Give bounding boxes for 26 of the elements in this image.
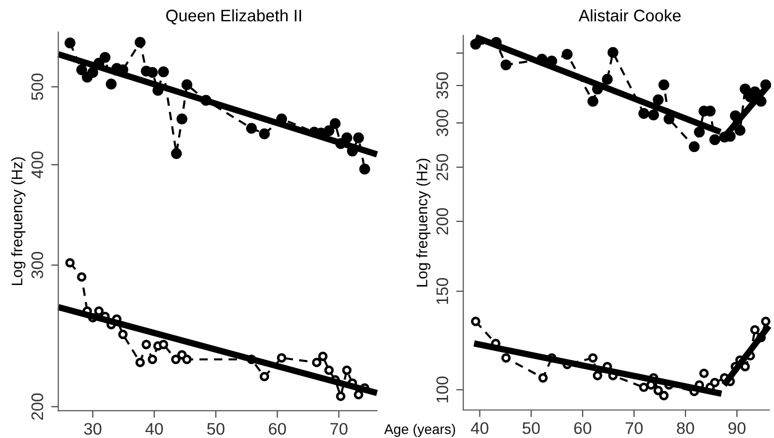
x-axis-title: Age (years) (384, 424, 456, 437)
y-axis-title: Log frequency (Hz) (416, 158, 430, 286)
y-tick-label: 200 (436, 208, 448, 234)
y-tick-label: 300 (436, 110, 448, 136)
x-tick-label: 40 (145, 422, 163, 435)
chart-title: Alistair Cooke (578, 9, 681, 22)
y-tick-label: 500 (31, 74, 44, 100)
x-tick-label: 60 (574, 422, 592, 434)
chart-title: Queen Elizabeth II (166, 9, 302, 24)
y-tick-label: 150 (436, 278, 448, 304)
x-tick-label: 60 (268, 422, 286, 435)
y-tick-label: 200 (31, 393, 44, 420)
x-tick-label: 70 (330, 422, 348, 435)
y-tick-label: 250 (436, 154, 448, 180)
y-tick-label: 350 (436, 72, 448, 99)
x-tick-label: 50 (522, 422, 540, 434)
x-tick-label: 40 (470, 422, 488, 434)
x-tick-label: 70 (626, 422, 643, 434)
y-tick-label: 100 (436, 376, 448, 402)
x-tick-label: 80 (676, 422, 694, 434)
x-tick-label: 90 (728, 422, 746, 434)
y-tick-label: 300 (31, 252, 44, 278)
x-tick-label: 30 (84, 422, 102, 435)
y-tick-label: 400 (31, 151, 44, 178)
x-tick-label: 50 (207, 422, 224, 435)
y-axis-title: Log frequency (Hz) (11, 157, 26, 286)
